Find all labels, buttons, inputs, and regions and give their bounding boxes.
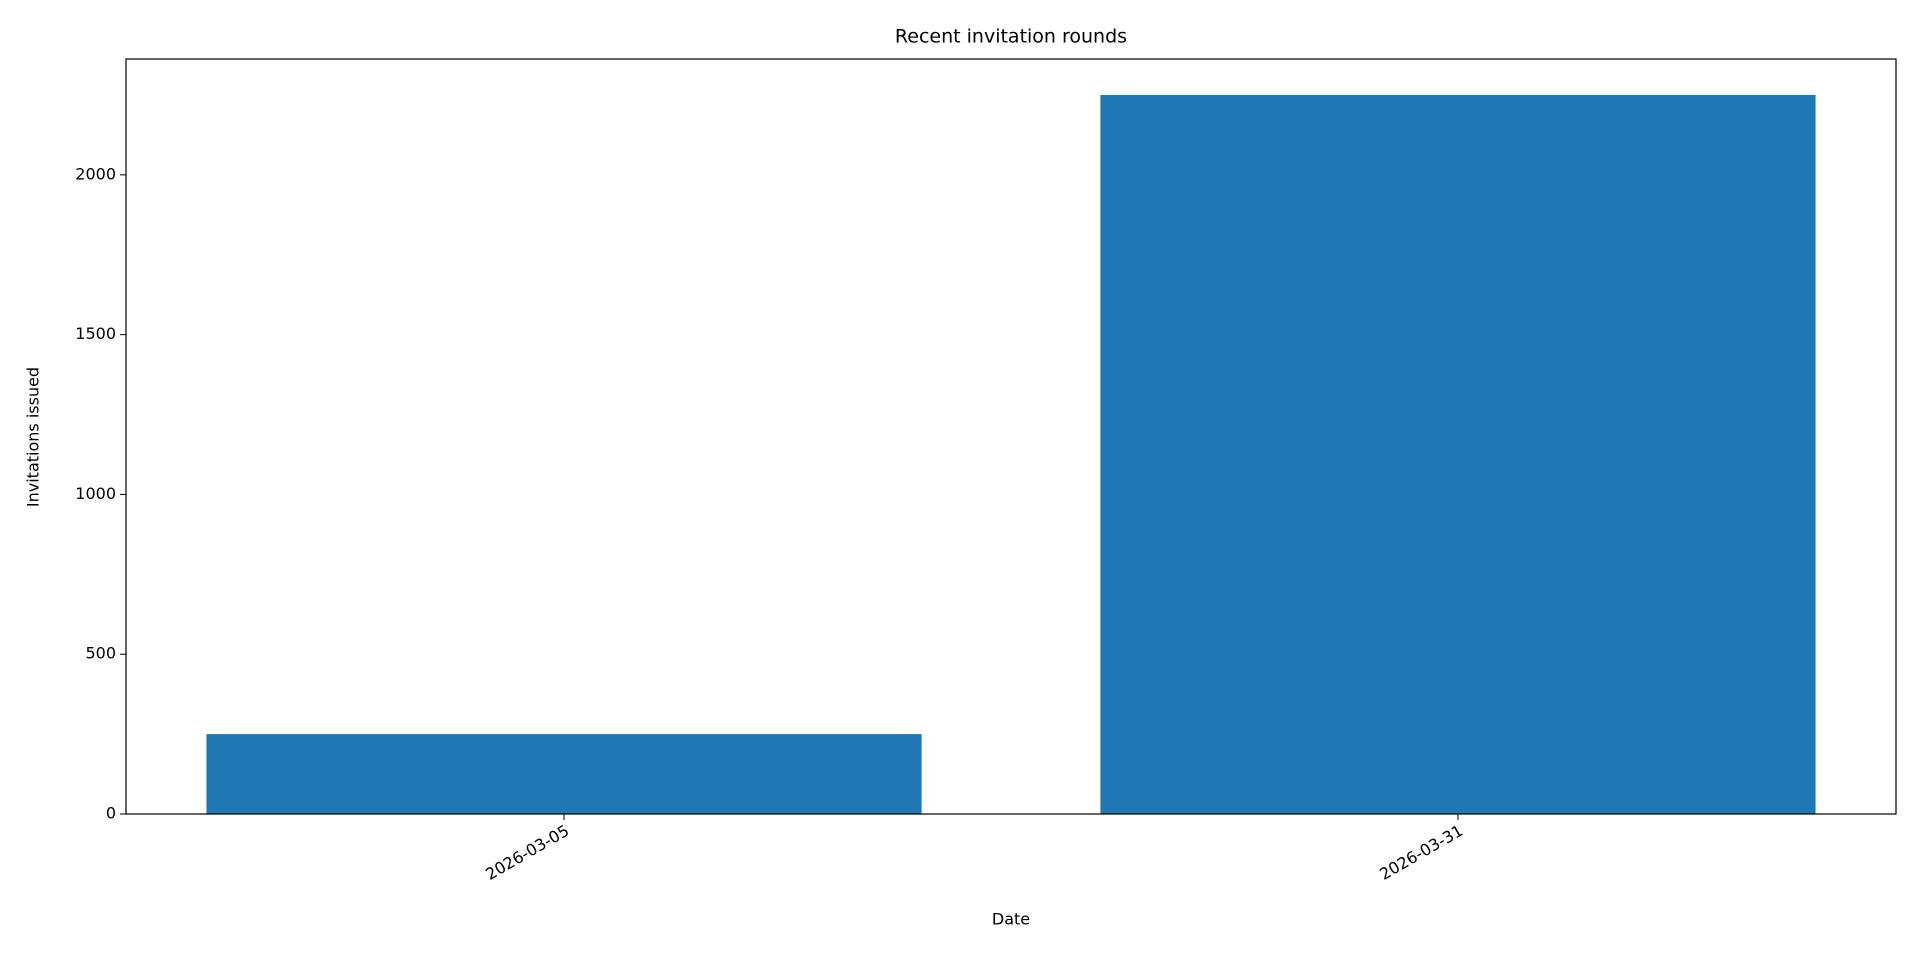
- y-tick-label: 2000: [75, 164, 116, 183]
- x-tick-label: 2026-03-31: [1376, 821, 1466, 884]
- chart-title: Recent invitation rounds: [895, 26, 1127, 48]
- y-tick-label: 0: [106, 804, 116, 823]
- bar: [206, 734, 922, 814]
- y-tick-label: 1000: [75, 484, 116, 503]
- x-axis-label: Date: [992, 910, 1030, 929]
- y-tick-label: 1500: [75, 324, 116, 343]
- y-axis-label: Invitations issued: [24, 367, 43, 507]
- y-tick-label: 500: [85, 644, 116, 663]
- x-tick-label: 2026-03-05: [482, 821, 572, 884]
- plot-frame: [125, 58, 1897, 815]
- bar: [1100, 94, 1816, 814]
